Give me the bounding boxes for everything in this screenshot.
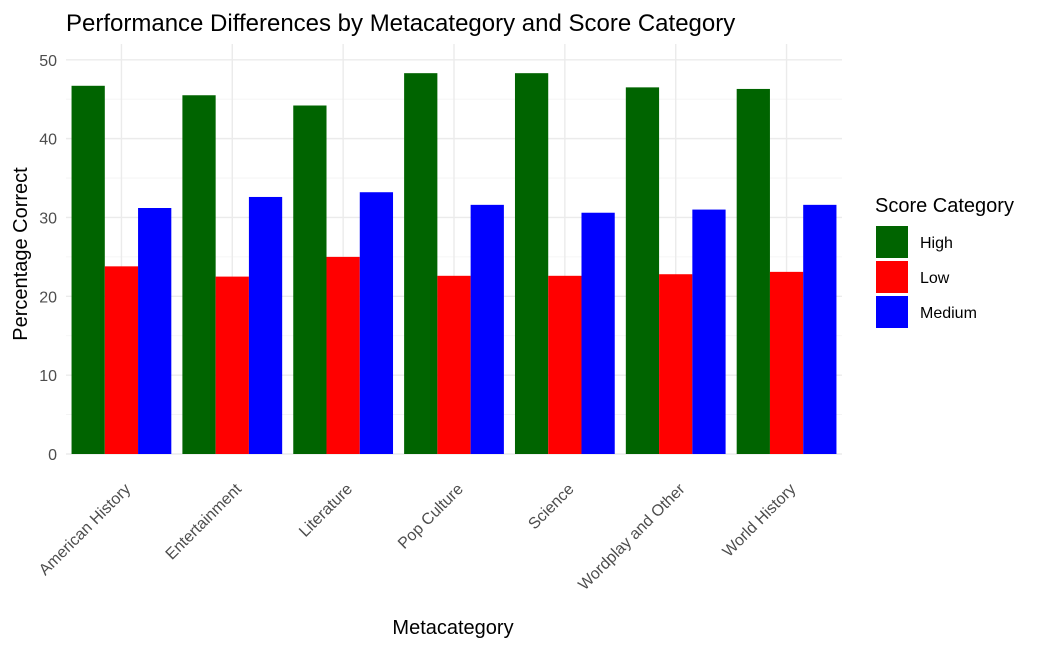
legend-label-medium: Medium (920, 305, 977, 322)
bars (71, 73, 837, 455)
x-tick-label: Literature (296, 481, 356, 541)
legend-key-medium (876, 296, 908, 328)
x-tick-label: Entertainment (163, 480, 246, 563)
bar-low (215, 276, 249, 454)
legend-label-high: High (920, 235, 953, 252)
bar-high (404, 73, 438, 454)
bar-medium (470, 204, 504, 454)
bar-medium (692, 209, 726, 454)
bar-medium (248, 196, 283, 454)
legend-title: Score Category (875, 195, 1014, 217)
bar-high (182, 95, 216, 454)
y-axis-ticks: 0 10 20 30 40 50 (39, 53, 57, 464)
legend-label-low: Low (920, 270, 950, 287)
bar-high (514, 73, 549, 454)
x-tick-label: Pop Culture (395, 481, 467, 553)
x-tick-label: World History (720, 481, 800, 561)
chart-title: Performance Differences by Metacategory … (66, 10, 735, 37)
bar-high (736, 88, 770, 454)
y-tick-label: 50 (39, 53, 57, 70)
bar-low (104, 266, 139, 454)
bar-low (326, 256, 360, 454)
y-tick-label: 40 (39, 132, 57, 149)
legend-key-low (876, 261, 908, 293)
x-axis-ticks: American History Entertainment Literature P… (36, 480, 799, 594)
bar-low (769, 271, 804, 454)
bar-medium (803, 204, 837, 454)
legend: Score Category High Low Medium (875, 195, 1014, 328)
bar-low (437, 275, 471, 454)
bar-high (625, 87, 660, 454)
bar-medium (359, 192, 394, 454)
y-tick-label: 0 (48, 447, 57, 464)
legend-key-high (876, 226, 908, 258)
x-tick-label: American History (36, 481, 134, 579)
bar-high (71, 85, 105, 455)
y-tick-label: 10 (39, 368, 57, 385)
x-axis-title: Metacategory (392, 617, 513, 639)
bar-high (293, 105, 327, 454)
bar-medium (581, 212, 615, 454)
y-tick-label: 20 (39, 289, 57, 306)
x-tick-label: Wordplay and Other (575, 480, 689, 594)
bar-medium (138, 208, 172, 454)
legend-items: High Low Medium (876, 226, 977, 328)
x-tick-label: Science (525, 481, 577, 533)
y-tick-label: 30 (39, 210, 57, 227)
y-axis-title: Percentage Correct (10, 167, 32, 341)
bar-low (659, 274, 693, 454)
bar-low (548, 275, 582, 454)
